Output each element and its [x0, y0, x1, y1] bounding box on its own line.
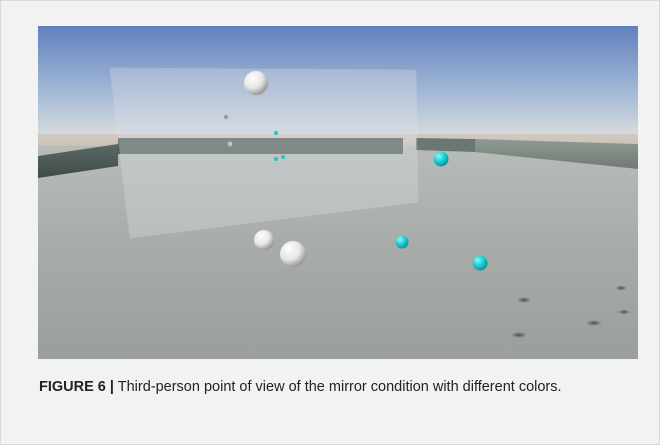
figure-caption: FIGURE 6 | Third-person point of view of… — [39, 378, 619, 397]
figure-label: FIGURE 6 | — [39, 379, 114, 395]
figure-caption-text: Third-person point of view of the mirror… — [113, 379, 562, 395]
scene-render — [38, 26, 638, 359]
